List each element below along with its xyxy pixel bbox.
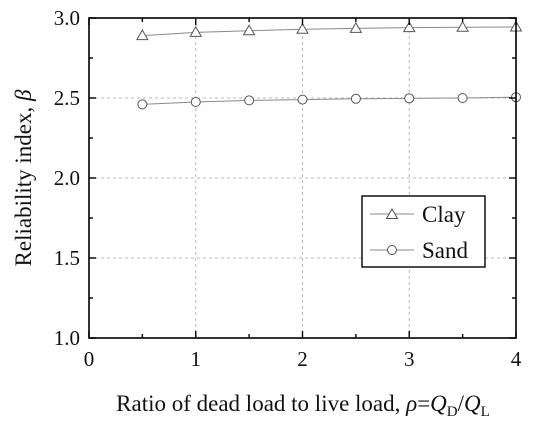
point-clay bbox=[402, 21, 416, 33]
point-sand bbox=[297, 94, 308, 105]
y-tick-label: 3.0 bbox=[54, 6, 80, 30]
series-sand bbox=[137, 92, 521, 110]
x-tick-label: 1 bbox=[191, 347, 202, 371]
x-tick-label: 4 bbox=[511, 347, 522, 371]
point-sand bbox=[244, 95, 255, 106]
y-axis-title: Reliability index, β bbox=[11, 89, 36, 266]
point-clay bbox=[242, 24, 256, 36]
legend-box bbox=[361, 195, 486, 268]
point-clay bbox=[349, 21, 363, 33]
series-clay bbox=[136, 20, 523, 41]
y-tick-label: 1.5 bbox=[54, 246, 80, 270]
y-tick-label: 2.5 bbox=[54, 86, 80, 110]
axis-ticks bbox=[88, 17, 517, 339]
legend: Clay Sand bbox=[361, 195, 486, 268]
point-sand bbox=[350, 93, 361, 104]
legend-label-sand: Sand bbox=[422, 238, 469, 263]
legend-entry-sand: Sand bbox=[370, 238, 469, 263]
point-clay bbox=[136, 29, 149, 41]
legend-entry-clay: Clay bbox=[370, 202, 466, 227]
series-layer bbox=[136, 20, 523, 110]
point-clay bbox=[456, 20, 469, 32]
x-axis-title: Ratio of dead load to live load, ρ=QD/QL bbox=[116, 391, 490, 420]
series-line-sand bbox=[142, 96, 517, 105]
point-clay bbox=[189, 25, 203, 37]
x-tick-label: 0 bbox=[84, 347, 95, 371]
y-tick-label: 2.0 bbox=[54, 166, 80, 190]
legend-marker-clay bbox=[385, 208, 399, 219]
x-tick-label: 2 bbox=[297, 347, 308, 371]
grid bbox=[89, 18, 516, 338]
point-sand bbox=[457, 93, 468, 103]
point-sand bbox=[404, 93, 415, 104]
y-tick-label: 1.0 bbox=[54, 326, 80, 350]
legend-label-clay: Clay bbox=[422, 202, 466, 227]
point-sand bbox=[137, 99, 148, 110]
legend-marker-sand bbox=[387, 245, 397, 255]
tick-labels: 0 1 2 3 4 1.0 1.5 2.0 2.5 3.0 bbox=[54, 6, 522, 371]
point-clay bbox=[296, 22, 309, 34]
series-line-clay bbox=[142, 26, 517, 37]
x-tick-label: 3 bbox=[404, 347, 415, 371]
point-sand bbox=[190, 97, 201, 107]
